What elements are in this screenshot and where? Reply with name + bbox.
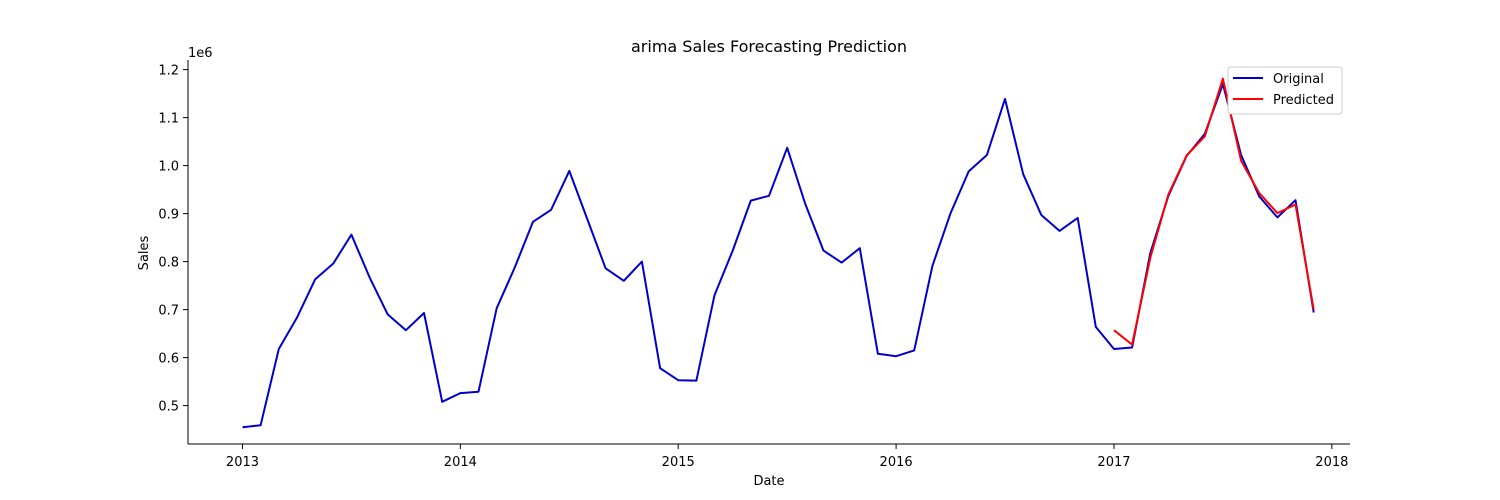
y-tick-label: 0.5 <box>158 400 179 415</box>
y-offset-label: 1e6 <box>188 46 213 61</box>
legend: Original Predicted <box>1227 66 1343 115</box>
axes <box>187 60 1350 445</box>
ticks: 2013 2014 2015 2016 2017 2018 0.5 0.6 0.7 0.8 0.9 1… <box>158 64 1348 470</box>
y-tick-label: 0.9 <box>158 208 179 223</box>
x-tick-label: 2017 <box>1097 455 1130 470</box>
x-tick-label: 2016 <box>880 455 913 470</box>
y-tick-label: 1.0 <box>158 160 179 175</box>
series-lines <box>242 77 1315 429</box>
x-tick-label: 2015 <box>662 455 695 470</box>
y-tick-label: 0.7 <box>158 304 179 319</box>
chart-title: arima Sales Forecasting Prediction <box>631 37 907 56</box>
series-line-predicted <box>1113 77 1315 346</box>
x-tick-label: 2013 <box>226 455 259 470</box>
y-tick-label: 0.6 <box>158 352 179 367</box>
x-tick-label: 2018 <box>1315 455 1348 470</box>
y-tick-label: 1.2 <box>158 64 179 79</box>
legend-label-original: Original <box>1273 72 1324 87</box>
x-axis-label: Date <box>753 474 784 489</box>
y-tick-label: 1.1 <box>158 112 179 127</box>
y-tick-label: 0.8 <box>158 256 179 271</box>
x-tick-label: 2014 <box>444 455 477 470</box>
legend-label-predicted: Predicted <box>1273 93 1334 108</box>
y-axis-label: Sales <box>137 235 152 270</box>
